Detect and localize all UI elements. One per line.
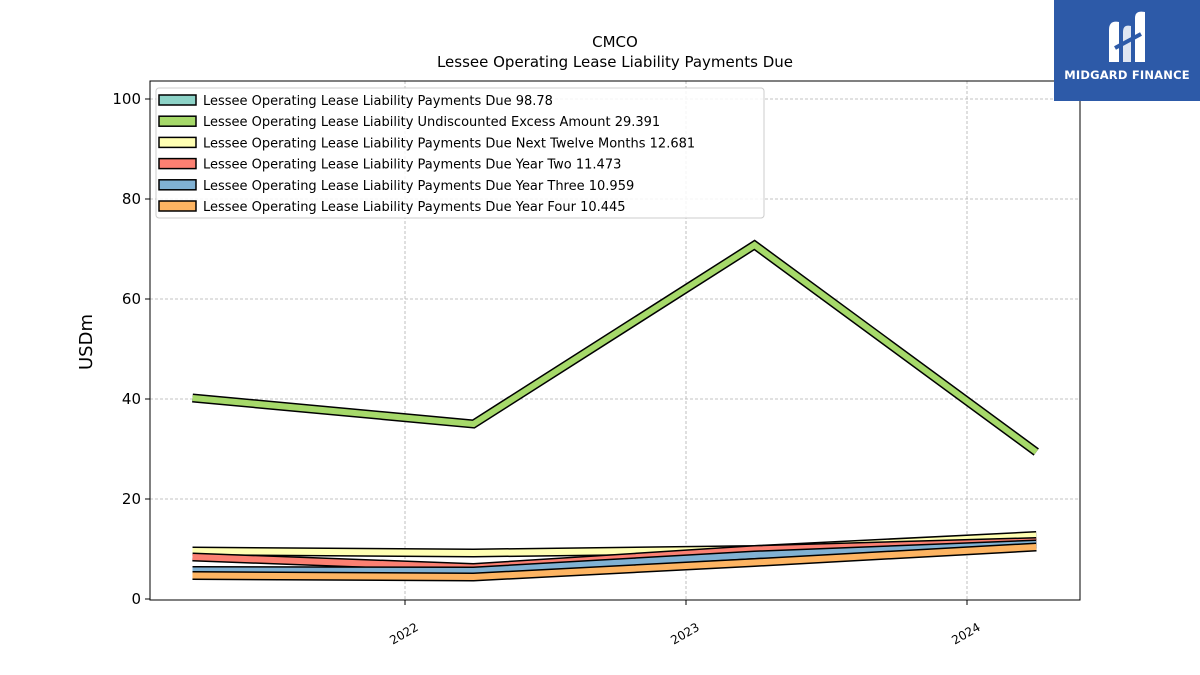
legend-swatch [158,136,197,149]
legend-label: Lessee Operating Lease Liability Payment… [203,158,621,173]
legend-label: Lessee Operating Lease Liability Payment… [203,136,695,151]
legend-swatch [158,157,197,170]
y-tick-label: 20 [122,490,141,508]
legend: Lessee Operating Lease Liability Payment… [155,87,765,219]
y-axis-label: USDm [76,314,97,370]
chart-title: CMCO [592,33,638,51]
chart-subtitle: Lessee Operating Lease Liability Payment… [437,53,793,71]
legend-label: Lessee Operating Lease Liability Payment… [203,179,634,194]
legend-swatch [158,94,197,106]
legend-label: Lessee Operating Lease Liability Undisco… [203,115,660,130]
legend-label: Lessee Operating Lease Liability Payment… [203,94,553,109]
logo-mark-icon [1109,11,1145,63]
y-tick-label: 0 [131,590,141,608]
y-tick-label: 80 [122,190,141,208]
x-tick-label: 2024 [949,620,982,647]
plot-frame [149,80,1081,601]
series-layer [192,239,1039,582]
brand-name: MIDGARD FINANCE [1064,68,1190,82]
legend-label: Lessee Operating Lease Liability Payment… [203,200,626,215]
legend-swatch [158,179,197,191]
x-tick-label: 2023 [668,620,701,647]
y-tick-label: 40 [122,390,141,408]
legend-swatch [158,200,197,212]
legend-box [155,87,765,219]
x-tick-label: 2022 [387,620,420,647]
y-tick-label: 100 [112,90,141,108]
series-line [192,541,1037,575]
legend-swatch [158,115,197,127]
brand-logo: MIDGARD FINANCE [1054,0,1200,101]
y-tick-label: 60 [122,290,141,308]
x-axis: 2022 2023 2024 [387,600,983,647]
series-line [192,241,1039,455]
series-line [192,544,1037,581]
y-axis: 0 20 40 60 80 100 [112,90,150,608]
series-outline [192,239,1039,456]
